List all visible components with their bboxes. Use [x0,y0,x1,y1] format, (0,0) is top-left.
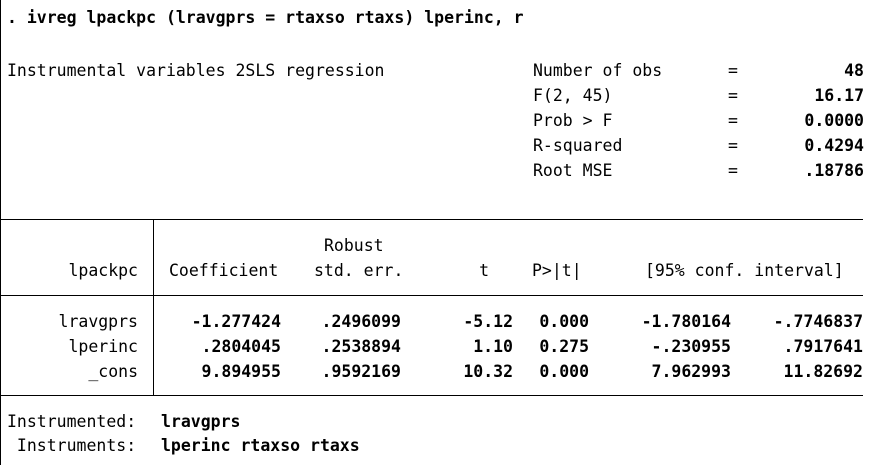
stat-value: 16.17 [814,86,864,105]
row-coefficient: 9.894955 [201,362,281,381]
row-ci-upper: .7917641 [783,337,863,356]
row-std-err: .2496099 [321,312,401,331]
table-bottom-rule [1,395,863,396]
row-ci-lower: -1.780164 [641,312,731,331]
table-header-rule [1,295,863,296]
header-p: P>|t| [532,261,582,280]
stat-equals: = [728,86,738,105]
row-variable: lperinc [68,337,138,356]
stat-value: 0.4294 [804,136,864,155]
row-coefficient: -1.277424 [191,312,281,331]
row-std-err: .9592169 [321,362,401,381]
header-std-err: std. err. [314,261,404,280]
row-ci-lower: -.230955 [651,337,731,356]
instruments-label: Instruments: [7,436,137,455]
row-coefficient: .2804045 [201,337,281,356]
stat-value: .18786 [804,161,864,180]
row-ci-upper: -.7746837 [773,312,863,331]
stat-label: Root MSE [533,161,613,180]
instrumented-label: Instrumented: [7,412,137,431]
regression-title: Instrumental variables 2SLS regression [7,61,385,80]
command-line: . ivreg lpackpc (lravgprs = rtaxso rtaxs… [7,8,524,27]
header-depvar: lpackpc [68,261,138,280]
row-p: 0.275 [539,337,589,356]
stat-label: Number of obs [533,61,663,80]
instruments-value: lperinc rtaxso rtaxs [161,436,360,455]
stat-label: Prob > F [533,111,613,130]
row-std-err: .2538894 [321,337,401,356]
instrumented-value: lravgprs [161,412,241,431]
stat-equals: = [728,111,738,130]
row-p: 0.000 [539,312,589,331]
row-variable: lravgprs [58,312,138,331]
stat-value: 48 [844,61,864,80]
header-coefficient: Coefficient [169,261,279,280]
table-column-divider [153,219,154,395]
row-t: 1.10 [473,337,513,356]
row-t: -5.12 [463,312,513,331]
stat-label: R-squared [533,136,623,155]
table-top-rule [1,219,863,220]
row-ci-upper: 11.82692 [783,362,863,381]
stat-label: F(2, 45) [533,86,613,105]
stat-equals: = [728,61,738,80]
row-t: 10.32 [463,362,513,381]
row-p: 0.000 [539,362,589,381]
header-t: t [479,261,489,280]
header-robust: Robust [324,236,384,255]
header-conf-interval: [95% conf. interval] [645,261,844,280]
row-variable: _cons [88,362,138,381]
stat-equals: = [728,136,738,155]
row-ci-lower: 7.962993 [651,362,731,381]
stat-equals: = [728,161,738,180]
stat-value: 0.0000 [804,111,864,130]
